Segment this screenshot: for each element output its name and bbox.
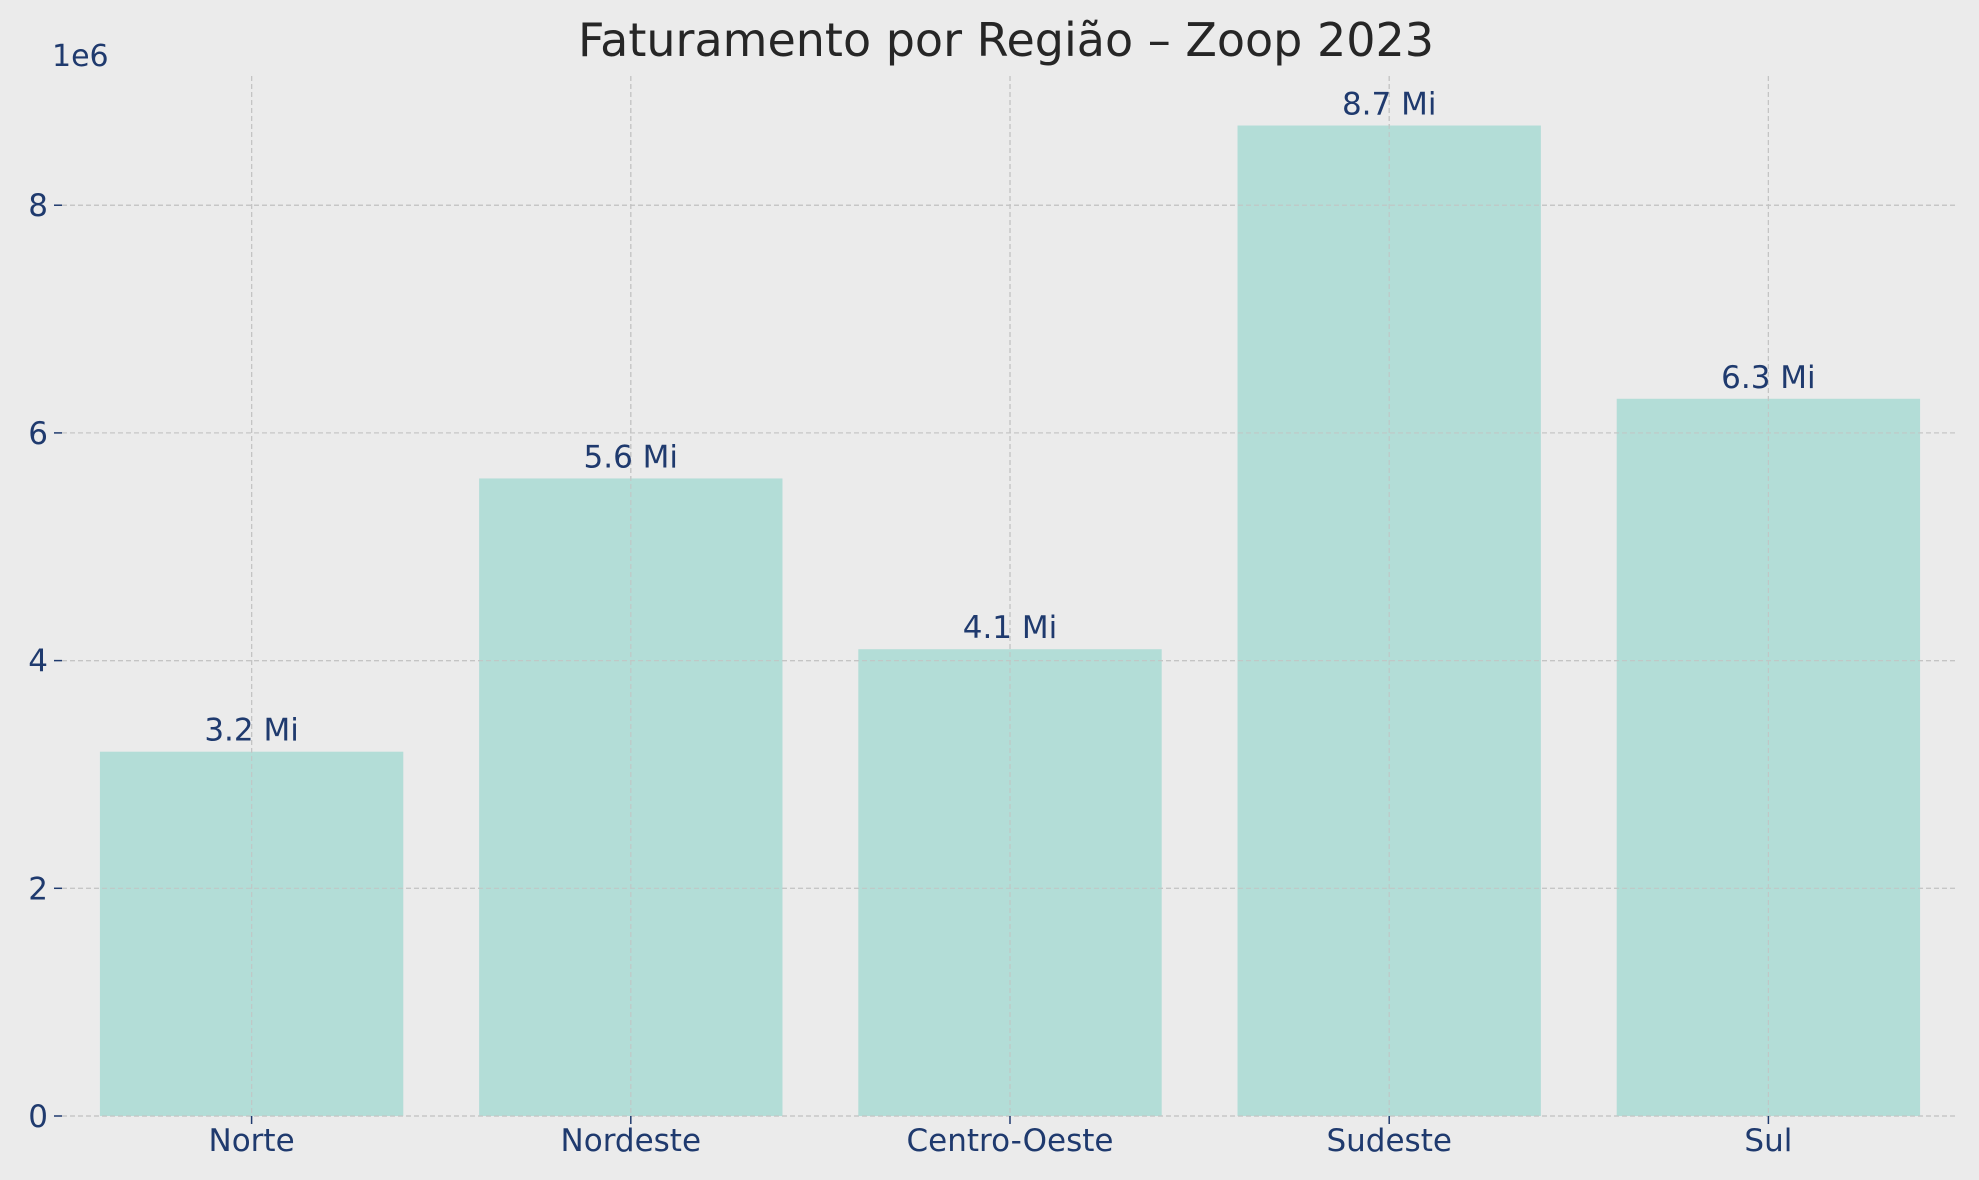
- data-label: 6.3 Mi: [1721, 360, 1816, 396]
- x-tick-label: Sul: [1744, 1123, 1792, 1159]
- data-label: 3.2 Mi: [204, 713, 299, 749]
- x-tick-label: Centro-Oeste: [906, 1123, 1113, 1159]
- data-labels: 3.2 Mi 5.6 Mi 4.1 Mi 8.7 Mi 6.3 Mi: [204, 87, 1815, 749]
- data-label: 8.7 Mi: [1342, 87, 1437, 123]
- y-axis-offset-label: 1e6: [52, 39, 109, 74]
- y-tick-label: 0: [28, 1099, 48, 1135]
- y-tick-label: 4: [28, 644, 48, 680]
- x-tick-label: Sudeste: [1326, 1123, 1451, 1159]
- y-tick-label: 8: [28, 188, 48, 224]
- x-tick-label: Nordeste: [561, 1123, 701, 1159]
- data-label: 4.1 Mi: [963, 610, 1058, 646]
- y-tick-label: 2: [28, 871, 48, 907]
- data-label: 5.6 Mi: [584, 439, 679, 475]
- y-tick-label: 6: [28, 416, 48, 452]
- axes: 0 2 4 6 8 Norte Nordeste Centro-Oeste Sudeste Sul: [28, 188, 1792, 1159]
- chart-title: Faturamento por Região – Zoop 2023: [578, 13, 1434, 67]
- x-tick-label: Norte: [209, 1123, 295, 1159]
